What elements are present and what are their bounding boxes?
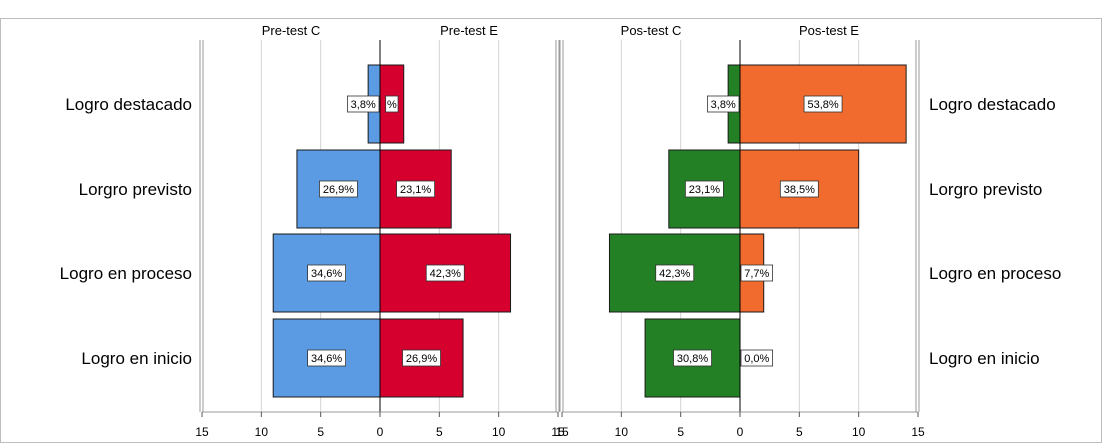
label-pre-test-c-logro-destacado: 3,8% xyxy=(351,99,376,111)
chart-frame xyxy=(0,18,1102,443)
label-pos-test-c-lorgro-previsto: 23,1% xyxy=(689,184,720,196)
panel-1-tick-label-1: 10 xyxy=(255,425,269,439)
panel-1-tick-label-0: 15 xyxy=(195,425,209,439)
label-pre-test-e-logro-destacado-box xyxy=(385,95,399,113)
label-pos-test-c-logro-en-inicio-box xyxy=(673,349,712,367)
category-label-left-lorgro-previsto: Lorgro previsto xyxy=(79,180,192,199)
label-pos-test-c-logro-destacado: 3,8% xyxy=(711,99,736,111)
label-pre-test-e-logro-en-inicio-box xyxy=(402,349,441,367)
label-pre-test-e-logro-en-proceso-box xyxy=(425,264,465,282)
category-label-right-logro-en-proceso: Logro en proceso xyxy=(929,264,1061,283)
category-label-right-logro-destacado: Logro destacado xyxy=(929,95,1056,114)
label-pos-test-c-lorgro-previsto-box xyxy=(685,180,724,198)
label-pre-test-e-logro-en-proceso: 42,3% xyxy=(430,268,461,280)
label-pos-test-c-logro-destacado-box xyxy=(707,95,740,113)
label-pre-test-e-logro-destacado: % xyxy=(387,99,397,111)
label-pos-test-e-logro-destacado-box xyxy=(803,95,843,113)
label-pos-test-e-lorgro-previsto: 38,5% xyxy=(784,184,815,196)
label-pos-test-e-logro-en-inicio: 0,0% xyxy=(744,353,769,365)
panel-2-tick-label-1: 10 xyxy=(615,425,629,439)
label-pos-test-e-logro-en-proceso-box xyxy=(740,264,774,282)
category-label-right-lorgro-previsto: Lorgro previsto xyxy=(929,180,1042,199)
panel-1-tick-label-3: 0 xyxy=(377,425,384,439)
label-pos-test-e-logro-en-proceso: 7,7% xyxy=(744,268,769,280)
panel-1-tick-label-2: 5 xyxy=(317,425,324,439)
panel-2-tick-label-0: 15 xyxy=(555,425,569,439)
label-pre-test-e-lorgro-previsto: 23,1% xyxy=(400,184,431,196)
panel-1-tick-label-6: 15 xyxy=(551,425,565,439)
label-pos-test-c-logro-en-proceso: 42,3% xyxy=(659,268,690,280)
panel-1-left-header: Pre-test C xyxy=(262,23,321,38)
label-pos-test-c-logro-en-proceso-box xyxy=(655,264,695,282)
panel-2-right-header: Pos-test E xyxy=(799,23,859,38)
label-pre-test-e-lorgro-previsto-box xyxy=(396,180,436,198)
panel-2-tick-label-3: 0 xyxy=(737,425,744,439)
label-pos-test-e-logro-destacado: 53,8% xyxy=(807,99,838,111)
panel-2-left-header: Pos-test C xyxy=(621,23,682,38)
category-label-left-logro-en-inicio: Logro en inicio xyxy=(81,349,192,368)
label-pre-test-c-logro-destacado-box xyxy=(346,95,380,113)
label-pre-test-c-lorgro-previsto-box xyxy=(319,180,358,198)
panel-2-tick-label-5: 10 xyxy=(852,425,866,439)
panel-1-tick-label-4: 5 xyxy=(436,425,443,439)
label-pre-test-c-logro-en-proceso-box xyxy=(307,264,347,282)
label-pos-test-e-logro-en-inicio-box xyxy=(740,349,774,367)
label-pos-test-e-lorgro-previsto-box xyxy=(779,180,819,198)
label-pre-test-c-logro-en-inicio-box xyxy=(307,349,347,367)
category-label-right-logro-en-inicio: Logro en inicio xyxy=(929,349,1040,368)
category-label-left-logro-en-proceso: Logro en proceso xyxy=(60,264,192,283)
panel-1-right-header: Pre-test E xyxy=(440,23,498,38)
category-label-left-logro-destacado: Logro destacado xyxy=(65,95,192,114)
label-pre-test-c-lorgro-previsto: 26,9% xyxy=(323,184,354,196)
panel-1-tick-label-5: 10 xyxy=(492,425,506,439)
label-pos-test-c-logro-en-inicio: 30,8% xyxy=(677,353,708,365)
label-pre-test-c-logro-en-inicio: 34,6% xyxy=(311,353,342,365)
panel-2-tick-label-4: 5 xyxy=(796,425,803,439)
label-pre-test-c-logro-en-proceso: 34,6% xyxy=(311,268,342,280)
label-pre-test-e-logro-en-inicio: 26,9% xyxy=(406,353,437,365)
panel-2-tick-label-2: 5 xyxy=(677,425,684,439)
panel-2-tick-label-6: 15 xyxy=(911,425,925,439)
